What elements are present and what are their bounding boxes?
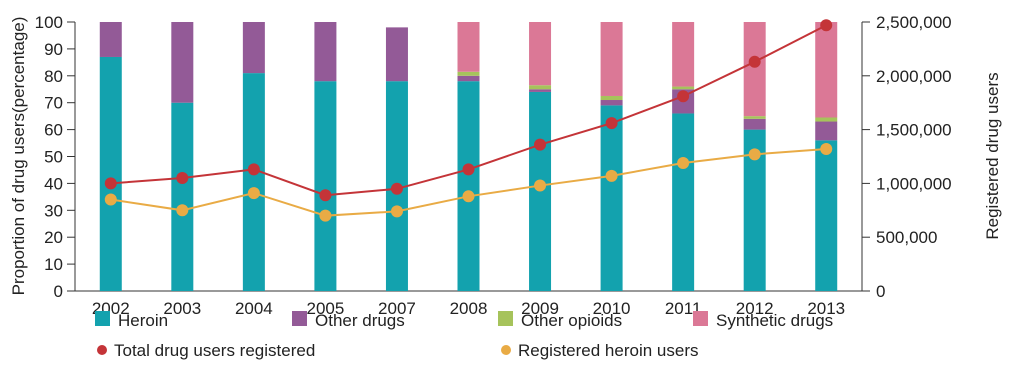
y2-tick-label: 500,000 (876, 228, 937, 247)
bar-heroin (600, 105, 623, 291)
x-tick-label: 2003 (163, 299, 201, 318)
bar-heroin (672, 113, 695, 292)
x-tick-label: 2004 (235, 299, 273, 318)
point-total-drug-users-registered (605, 117, 618, 130)
legend-label: Other opioids (521, 311, 622, 330)
point-registered-heroin-users (104, 193, 117, 206)
bar-other-opioids (600, 95, 623, 101)
y-tick-label: 40 (44, 174, 63, 193)
point-registered-heroin-users (390, 205, 403, 218)
bar-other-opioids (743, 116, 766, 119)
bar-other-opioids (672, 86, 695, 90)
y-tick-label: 50 (44, 148, 63, 167)
legend-swatch-heroin (95, 311, 110, 326)
bar-other-drugs (815, 121, 838, 141)
bar-heroin (743, 129, 766, 291)
y-tick-label: 30 (44, 201, 63, 220)
point-total-drug-users-registered (390, 182, 403, 195)
bar-synthetic-drugs (815, 22, 838, 118)
bar-heroin (314, 81, 337, 292)
point-total-drug-users-registered (534, 138, 547, 151)
y-tick-label: 60 (44, 121, 63, 140)
bar-synthetic-drugs (457, 22, 480, 72)
bar-other-opioids (529, 85, 552, 90)
x-tick-label: 2005 (306, 299, 344, 318)
point-registered-heroin-users (176, 204, 189, 217)
x-tick-label: 2009 (521, 299, 559, 318)
point-total-drug-users-registered (319, 189, 332, 202)
bar-heroin (171, 102, 194, 291)
point-registered-heroin-users (534, 179, 547, 192)
x-tick-label: 2008 (450, 299, 488, 318)
bar-other-drugs (600, 100, 623, 106)
legend-label: Synthetic drugs (716, 311, 833, 330)
x-tick-label: 2013 (807, 299, 845, 318)
legend-swatch-synthetic-drugs (693, 311, 708, 326)
bar-other-drugs (171, 22, 194, 103)
legend-swatch-other-drugs (292, 311, 307, 326)
y2-axis-title: Registered drug users (983, 72, 1002, 239)
point-total-drug-users-registered (677, 90, 690, 103)
y2-tick-label: 1,500,000 (876, 121, 952, 140)
y2-tick-label: 0 (876, 282, 885, 301)
point-total-drug-users-registered (748, 55, 761, 68)
x-tick-label: 2007 (378, 299, 416, 318)
bar-other-drugs (743, 118, 766, 130)
y2-tick-label: 1,000,000 (876, 174, 952, 193)
bar-other-drugs (99, 22, 122, 57)
legend-marker-total-drug-users-registered (97, 345, 107, 355)
bar-other-drugs (242, 22, 265, 74)
y2-tick-label: 2,500,000 (876, 13, 952, 32)
bar-heroin (242, 73, 265, 291)
legend-label: Total drug users registered (114, 341, 315, 360)
y-tick-label: 90 (44, 40, 63, 59)
bar-synthetic-drugs (529, 22, 552, 86)
legend-label: Heroin (118, 311, 168, 330)
bar-other-opioids (815, 117, 838, 122)
y-tick-label: 100 (35, 13, 63, 32)
point-registered-heroin-users (605, 169, 618, 182)
point-registered-heroin-users (677, 156, 690, 169)
y-tick-label: 10 (44, 255, 63, 274)
y-tick-label: 80 (44, 67, 63, 86)
bar-heroin (457, 81, 480, 292)
point-registered-heroin-users (462, 190, 475, 203)
bar-other-opioids (457, 71, 480, 76)
legend: Heroin Other drugs Other opioids Synthetic … (95, 311, 833, 360)
point-registered-heroin-users (748, 148, 761, 161)
legend-marker-registered-heroin-users (501, 345, 511, 355)
bar-other-drugs (385, 27, 408, 82)
bar-synthetic-drugs (600, 22, 623, 96)
bar-heroin (99, 56, 122, 291)
legend-label: Registered heroin users (518, 341, 698, 360)
bar-synthetic-drugs (743, 22, 766, 117)
point-total-drug-users-registered (176, 172, 189, 185)
plot-area: 0 10 20 30 40 50 60 70 80 90 100 0 500,000 1,000,000 1… (35, 13, 952, 318)
y-axis-title: Proportion of drug users(percentage) (9, 17, 28, 296)
bar-heroin (815, 140, 838, 291)
bar-synthetic-drugs (672, 22, 695, 87)
point-total-drug-users-registered (104, 177, 117, 190)
bar-other-drugs (529, 89, 552, 92)
x-tick-label: 2010 (593, 299, 631, 318)
point-total-drug-users-registered (462, 163, 475, 176)
point-registered-heroin-users (820, 142, 833, 155)
bar-other-drugs (314, 22, 337, 82)
bar-other-drugs (457, 75, 480, 82)
legend-swatch-other-opioids (498, 311, 513, 326)
y-tick-label: 70 (44, 94, 63, 113)
x-tick-label: 2012 (736, 299, 774, 318)
point-total-drug-users-registered (247, 163, 260, 176)
point-registered-heroin-users (319, 209, 332, 222)
y2-tick-label: 2,000,000 (876, 67, 952, 86)
x-tick-label: 2011 (665, 299, 702, 318)
y-tick-label: 20 (44, 228, 63, 247)
y-tick-label: 0 (54, 282, 63, 301)
point-total-drug-users-registered (820, 19, 833, 32)
point-registered-heroin-users (247, 187, 260, 200)
legend-label: Other drugs (315, 311, 405, 330)
